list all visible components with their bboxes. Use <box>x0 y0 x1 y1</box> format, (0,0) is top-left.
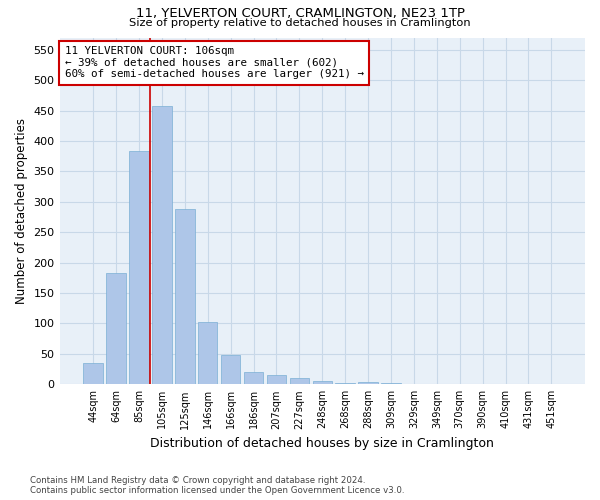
Text: 11, YELVERTON COURT, CRAMLINGTON, NE23 1TP: 11, YELVERTON COURT, CRAMLINGTON, NE23 1… <box>136 8 464 20</box>
Bar <box>175 209 194 384</box>
Bar <box>335 383 355 384</box>
Bar <box>83 363 103 384</box>
X-axis label: Distribution of detached houses by size in Cramlington: Distribution of detached houses by size … <box>151 437 494 450</box>
Text: 11 YELVERTON COURT: 106sqm
← 39% of detached houses are smaller (602)
60% of sem: 11 YELVERTON COURT: 106sqm ← 39% of deta… <box>65 46 364 80</box>
Bar <box>313 380 332 384</box>
Bar <box>267 375 286 384</box>
Y-axis label: Number of detached properties: Number of detached properties <box>15 118 28 304</box>
Text: Contains HM Land Registry data © Crown copyright and database right 2024.
Contai: Contains HM Land Registry data © Crown c… <box>30 476 404 495</box>
Text: Size of property relative to detached houses in Cramlington: Size of property relative to detached ho… <box>129 18 471 28</box>
Bar <box>106 273 126 384</box>
Bar <box>381 383 401 384</box>
Bar <box>152 106 172 384</box>
Bar <box>290 378 309 384</box>
Bar <box>221 355 241 384</box>
Bar <box>358 382 378 384</box>
Bar <box>129 152 149 384</box>
Bar <box>244 372 263 384</box>
Bar <box>198 322 217 384</box>
